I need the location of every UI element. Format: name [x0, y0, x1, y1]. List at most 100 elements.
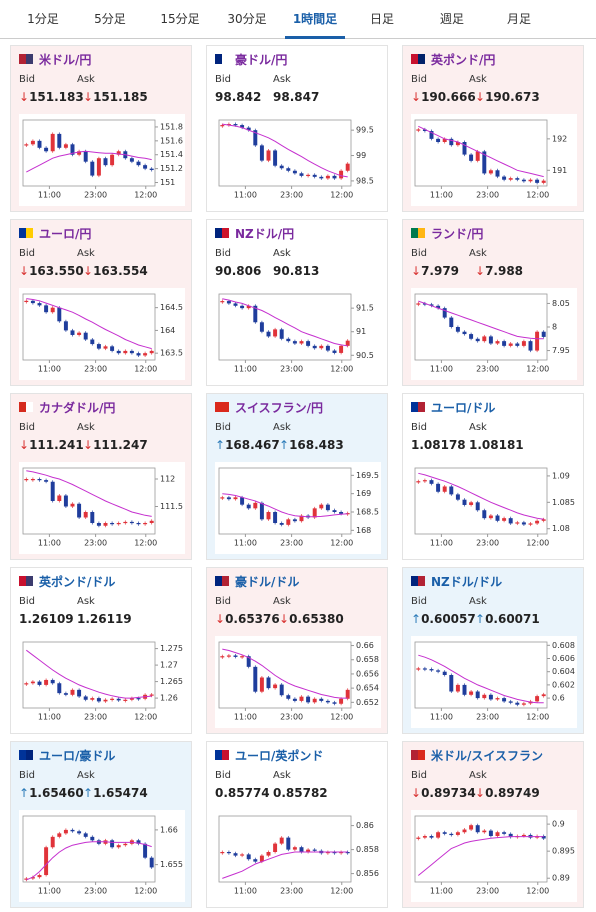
candle	[233, 303, 238, 306]
candle	[436, 305, 441, 309]
tab[interactable]: 日足	[369, 12, 394, 26]
candle	[508, 833, 513, 838]
candle	[44, 147, 49, 152]
y-tick-label: 0.654	[356, 684, 379, 693]
candle	[416, 303, 421, 305]
x-tick-label: 12:00	[526, 887, 549, 896]
x-tick-label: 11:00	[38, 191, 61, 200]
candle	[149, 857, 154, 868]
moving-average	[26, 150, 152, 173]
plot-frame	[22, 293, 156, 361]
ask-label: Ask	[469, 422, 487, 433]
candle	[535, 520, 540, 524]
candle	[482, 694, 487, 699]
tab[interactable]: 週足	[439, 12, 464, 26]
tab[interactable]: 月足	[506, 12, 531, 26]
candle	[110, 840, 115, 848]
candle	[541, 836, 546, 839]
mini-chart: 1.08 1.085 1.09 11:00 23:00 12:00	[411, 462, 577, 554]
ask-price: 111.247	[83, 438, 148, 452]
candle	[96, 523, 101, 526]
candle	[292, 341, 297, 344]
bid-price: 0.85774	[215, 786, 270, 800]
pair-name: 米ドル/円	[39, 53, 92, 67]
y-tick-label: 91.5	[356, 304, 374, 313]
candle	[482, 151, 487, 174]
flag-icon	[411, 402, 425, 412]
candle	[535, 179, 540, 183]
candle	[455, 832, 460, 835]
candle	[521, 522, 526, 525]
candle	[339, 170, 344, 179]
candle	[116, 350, 121, 354]
ask-label: Ask	[273, 248, 291, 259]
candle	[77, 689, 82, 697]
candle	[286, 837, 291, 850]
y-tick-label: 1.09	[552, 471, 570, 480]
ask-label: Ask	[273, 74, 291, 85]
plot-frame	[218, 641, 352, 709]
mini-chart: 1.655 1.66 11:00 23:00 12:00	[19, 810, 185, 902]
tab[interactable]: 15分足	[160, 12, 200, 26]
candle	[306, 849, 311, 852]
pair-name: ユーロ/ドル	[431, 401, 496, 415]
candle	[442, 308, 447, 318]
candle	[312, 345, 317, 349]
flag-icon	[215, 750, 229, 760]
candle	[57, 683, 62, 694]
candle	[345, 340, 350, 346]
y-tick-label: 151.2	[160, 164, 183, 173]
candle	[246, 656, 251, 667]
x-tick-label: 12:00	[134, 713, 157, 722]
candle	[57, 495, 62, 501]
plot-frame	[22, 815, 156, 883]
moving-average	[26, 470, 152, 517]
candle	[240, 497, 245, 505]
candle	[226, 497, 231, 500]
candle	[246, 127, 251, 131]
x-tick-label: 12:00	[526, 539, 549, 548]
bid-price: 0.60057	[411, 612, 476, 626]
y-tick-label: 0.656	[356, 669, 379, 678]
tab[interactable]: 1分足	[27, 12, 59, 26]
ask-label: Ask	[469, 248, 487, 259]
tab[interactable]: 1時間足	[285, 0, 345, 39]
candle	[449, 138, 454, 146]
bid-label: Bid	[411, 422, 427, 433]
tab[interactable]: 30分足	[227, 12, 267, 26]
candle	[143, 523, 148, 525]
y-tick-label: 98.5	[356, 176, 374, 185]
rate-card: 豪ドル/円 Bid Ask 98.842 98.847 98.5 99 99.5 11:00 23…	[206, 45, 388, 212]
ask-label: Ask	[469, 74, 487, 85]
candle	[429, 669, 434, 671]
candle	[429, 836, 434, 838]
ask-label: Ask	[77, 596, 95, 607]
candle	[436, 483, 441, 492]
candle	[240, 656, 245, 658]
mini-chart: 191 192 11:00 23:00 12:00	[411, 114, 577, 206]
candle	[508, 518, 513, 524]
plot-frame	[414, 467, 548, 535]
bid-label: Bid	[19, 770, 35, 781]
candle	[502, 341, 507, 346]
y-tick-label: 7.95	[552, 346, 570, 355]
candle	[332, 510, 337, 512]
tab[interactable]: 5分足	[94, 12, 126, 26]
candle	[24, 144, 29, 146]
bid-label: Bid	[19, 248, 35, 259]
flag-icon	[411, 228, 425, 238]
candle	[220, 497, 225, 499]
candle	[220, 301, 225, 303]
bid-label: Bid	[19, 596, 35, 607]
candle	[266, 512, 271, 520]
candle	[233, 853, 238, 856]
candle	[110, 523, 115, 525]
bid-label: Bid	[215, 248, 231, 259]
candle	[306, 696, 311, 703]
moving-average	[418, 125, 544, 178]
candle	[226, 655, 231, 657]
candle	[116, 523, 121, 525]
ask-price: 168.483	[279, 438, 344, 452]
candle	[312, 508, 317, 518]
candle	[123, 521, 128, 524]
